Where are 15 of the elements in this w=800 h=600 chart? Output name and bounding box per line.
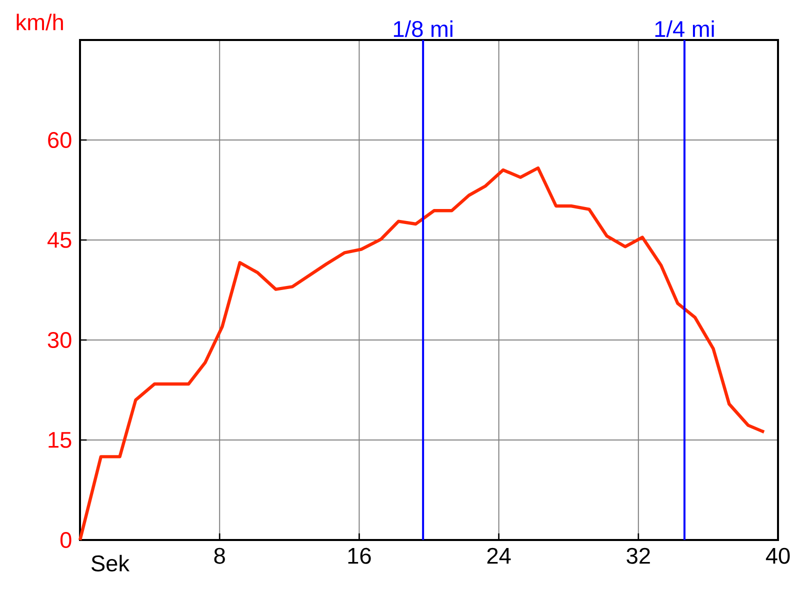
x-tick-label: 32 <box>626 548 650 564</box>
y-tick-label: 45 <box>47 232 72 248</box>
y-tick-label: 15 <box>48 432 72 448</box>
line-series <box>78 166 766 542</box>
x-tick-label: 24 <box>487 548 511 564</box>
x-tick-label: 16 <box>348 548 371 564</box>
y-axis-title: km/h <box>16 14 63 30</box>
ref-line-label: 1/4 mi <box>655 20 714 38</box>
y-tick-label: 60 <box>48 132 72 148</box>
ref-line-label: 1/8 mi <box>394 20 452 38</box>
x-axis-title: Sek <box>91 554 130 572</box>
x-tick-label: 40 <box>766 548 790 564</box>
y-tick-label: 0 <box>60 532 72 548</box>
y-tick-label: 30 <box>48 332 72 348</box>
x-tick-label: 8 <box>214 548 225 564</box>
